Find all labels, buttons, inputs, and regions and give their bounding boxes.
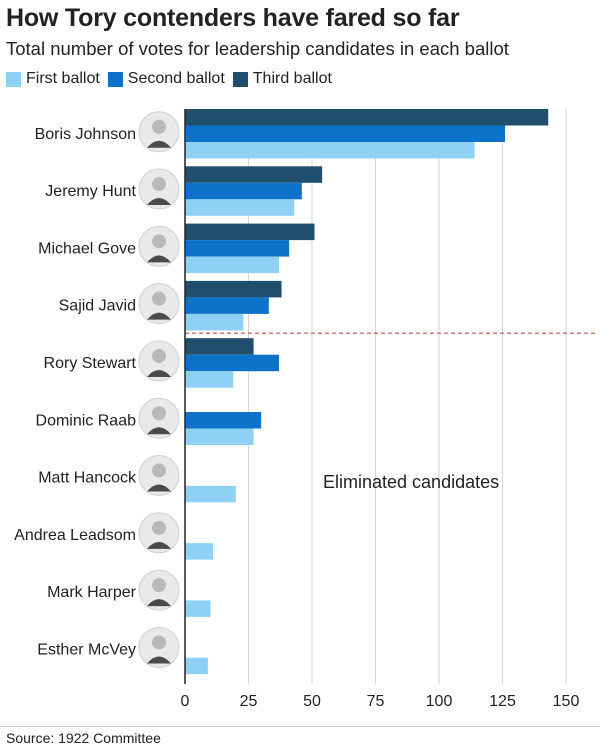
- candidate-label: Boris Johnson: [35, 126, 136, 143]
- bar: [185, 412, 262, 429]
- bar: [185, 166, 323, 183]
- legend-label-first: First ballot: [26, 70, 100, 87]
- footer-divider: [0, 726, 600, 727]
- candidate-label: Michael Gove: [38, 240, 136, 257]
- bar: [185, 313, 244, 331]
- legend-label-third: Third ballot: [252, 70, 332, 87]
- x-tick-label: 75: [367, 693, 385, 710]
- legend-item-third-ballot: Third ballot: [232, 70, 332, 88]
- candidate-label: Rory Stewart: [44, 355, 137, 372]
- x-tick-label: 150: [553, 693, 580, 710]
- avatar-body: [147, 140, 171, 148]
- bar: [185, 543, 213, 560]
- avatar-body: [147, 484, 171, 492]
- x-tick-label: 125: [489, 693, 516, 710]
- bar: [185, 354, 279, 372]
- avatar-body: [147, 255, 171, 263]
- source-note: Source: 1922 Committee: [6, 730, 161, 746]
- legend-swatch-second: [107, 71, 123, 87]
- bar: [185, 297, 269, 314]
- candidate-label: Jeremy Hunt: [45, 183, 136, 200]
- avatar-body: [147, 427, 171, 435]
- avatar-body: [147, 369, 171, 377]
- bar: [185, 371, 234, 388]
- bar: [185, 223, 315, 241]
- avatar-body: [147, 656, 171, 664]
- legend-item-second-ballot: Second ballot: [107, 70, 225, 88]
- bar: [185, 256, 279, 274]
- avatar-head: [152, 406, 166, 421]
- avatar-head: [152, 578, 166, 593]
- x-tick-label: 0: [181, 693, 190, 710]
- avatar-body: [147, 541, 171, 549]
- x-tick-label: 25: [240, 693, 258, 710]
- avatar-head: [152, 119, 166, 134]
- chart-plot: 0 25 50 75 100 125 150 Boris Johnson Jeremy Hunt…: [14, 109, 595, 710]
- bar: [185, 280, 282, 298]
- legend-label-second: Second ballot: [127, 70, 225, 87]
- legend-swatch-third: [232, 71, 248, 87]
- legend: First ballot Second ballot Third ballot: [6, 70, 340, 88]
- avatar-head: [152, 520, 166, 535]
- x-tick-label: 50: [303, 693, 321, 710]
- avatar-head: [152, 635, 166, 650]
- chart-title: How Tory contenders have fared so far: [6, 4, 460, 32]
- bar: [185, 240, 290, 257]
- bar: [185, 199, 295, 216]
- avatar-body: [147, 599, 171, 607]
- bar: [185, 657, 208, 675]
- candidate-label: Dominic Raab: [36, 412, 137, 429]
- chart-subtitle: Total number of votes for leadership can…: [6, 38, 509, 59]
- bar: [185, 109, 549, 126]
- eliminated-annotation: Eliminated candidates: [323, 472, 499, 492]
- avatar-head: [152, 234, 166, 249]
- bar: [185, 428, 254, 445]
- legend-item-first-ballot: First ballot: [6, 70, 100, 88]
- bar: [185, 125, 506, 142]
- bar: [185, 485, 236, 503]
- avatar-head: [152, 177, 166, 192]
- avatar-head: [152, 348, 166, 363]
- avatar-body: [147, 312, 171, 320]
- bar: [185, 142, 475, 159]
- candidate-label: Andrea Leadsom: [14, 527, 136, 544]
- candidate-label: Mark Harper: [47, 584, 137, 601]
- x-tick-label: 100: [426, 693, 453, 710]
- bar: [185, 600, 211, 617]
- avatar-head: [152, 291, 166, 306]
- legend-swatch-first: [6, 71, 21, 87]
- candidate-label: Matt Hancock: [38, 470, 137, 487]
- avatar-body: [147, 198, 171, 206]
- candidate-label: Sajid Javid: [59, 298, 136, 315]
- bar: [185, 182, 302, 200]
- avatar-head: [152, 463, 166, 478]
- candidate-label: Esther McVey: [37, 641, 136, 658]
- bar: [185, 338, 254, 355]
